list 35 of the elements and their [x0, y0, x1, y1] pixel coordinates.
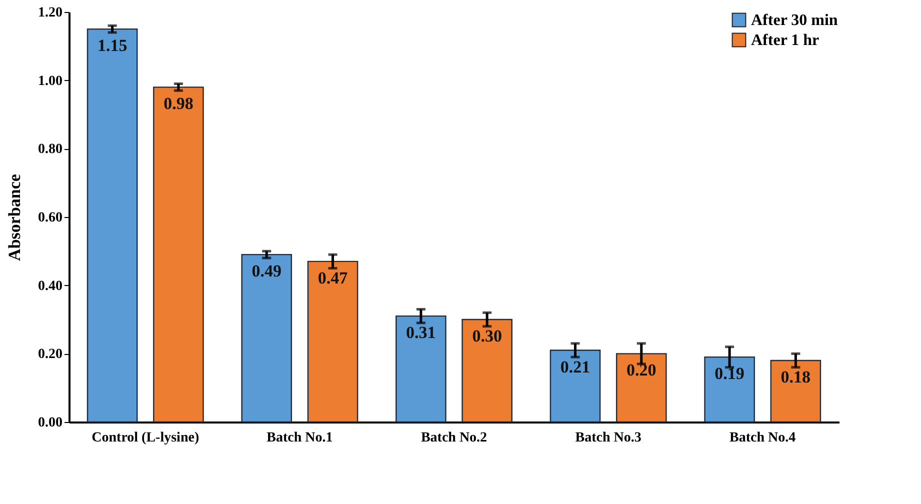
data-label: 0.49	[252, 262, 282, 281]
bar	[550, 350, 601, 423]
x-tick-label: Batch No.4	[730, 430, 796, 446]
bar	[770, 360, 822, 423]
data-label: 0.21	[560, 357, 590, 376]
bar	[396, 315, 446, 423]
legend-label: After 1 hr	[751, 32, 820, 49]
data-label: 0.31	[406, 323, 436, 342]
bar	[307, 260, 358, 423]
x-tick-label: Batch No.3	[575, 430, 642, 446]
y-tick-label: 1.20	[38, 6, 62, 20]
data-label: 0.19	[714, 364, 744, 384]
data-label: 0.20	[626, 360, 656, 380]
y-tick-label: 1.00	[38, 74, 62, 89]
x-tick-label: Batch No.1	[266, 430, 333, 446]
y-tick-label: 0.80	[38, 142, 62, 158]
bar	[616, 353, 667, 423]
legend-label: After 30 min	[751, 12, 838, 29]
data-label: 0.18	[780, 368, 811, 386]
bar	[86, 28, 138, 423]
y-tick-label: 0.00	[38, 416, 62, 430]
bar	[241, 254, 292, 423]
y-tick-label: 0.20	[38, 347, 62, 362]
y-axis-title: Absorbance	[5, 174, 24, 261]
data-label: 0.30	[472, 326, 502, 346]
y-tick-label: 0.40	[38, 278, 62, 294]
data-label: 1.15	[97, 36, 128, 56]
data-label: 0.98	[164, 94, 194, 114]
y-tick-label: 0.60	[38, 210, 62, 226]
x-tick-label: Batch No.2	[420, 430, 488, 446]
data-label: 0.47	[318, 268, 348, 288]
x-tick-label: Control (L-lysine)	[92, 430, 200, 446]
bar	[153, 86, 204, 423]
bar	[462, 318, 512, 423]
bar	[704, 356, 755, 423]
